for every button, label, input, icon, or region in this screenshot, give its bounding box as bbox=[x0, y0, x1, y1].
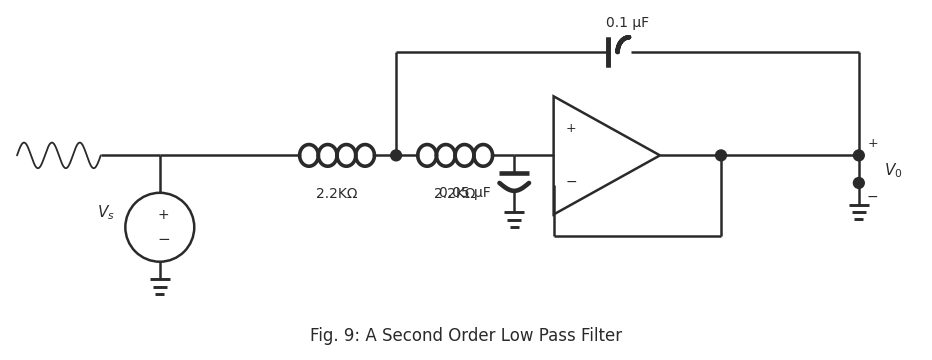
Text: Fig. 9: A Second Order Low Pass Filter: Fig. 9: A Second Order Low Pass Filter bbox=[310, 327, 622, 345]
Text: +: + bbox=[158, 208, 170, 222]
Text: −: − bbox=[158, 231, 171, 247]
Text: $\mathit{V_0}$: $\mathit{V_0}$ bbox=[884, 161, 902, 180]
Text: 2.2KΩ: 2.2KΩ bbox=[434, 187, 476, 201]
Circle shape bbox=[716, 150, 726, 161]
Text: $\mathit{V_s}$: $\mathit{V_s}$ bbox=[97, 203, 115, 222]
Text: 2.2KΩ: 2.2KΩ bbox=[316, 187, 358, 201]
Text: 0.1 μF: 0.1 μF bbox=[606, 16, 649, 30]
Text: +: + bbox=[566, 122, 577, 135]
Circle shape bbox=[854, 150, 864, 161]
Text: 0.05 μF: 0.05 μF bbox=[439, 186, 491, 200]
Circle shape bbox=[391, 150, 402, 161]
Text: −: − bbox=[566, 175, 577, 189]
Text: +: + bbox=[868, 137, 878, 150]
Circle shape bbox=[854, 177, 864, 188]
Text: −: − bbox=[867, 190, 879, 204]
